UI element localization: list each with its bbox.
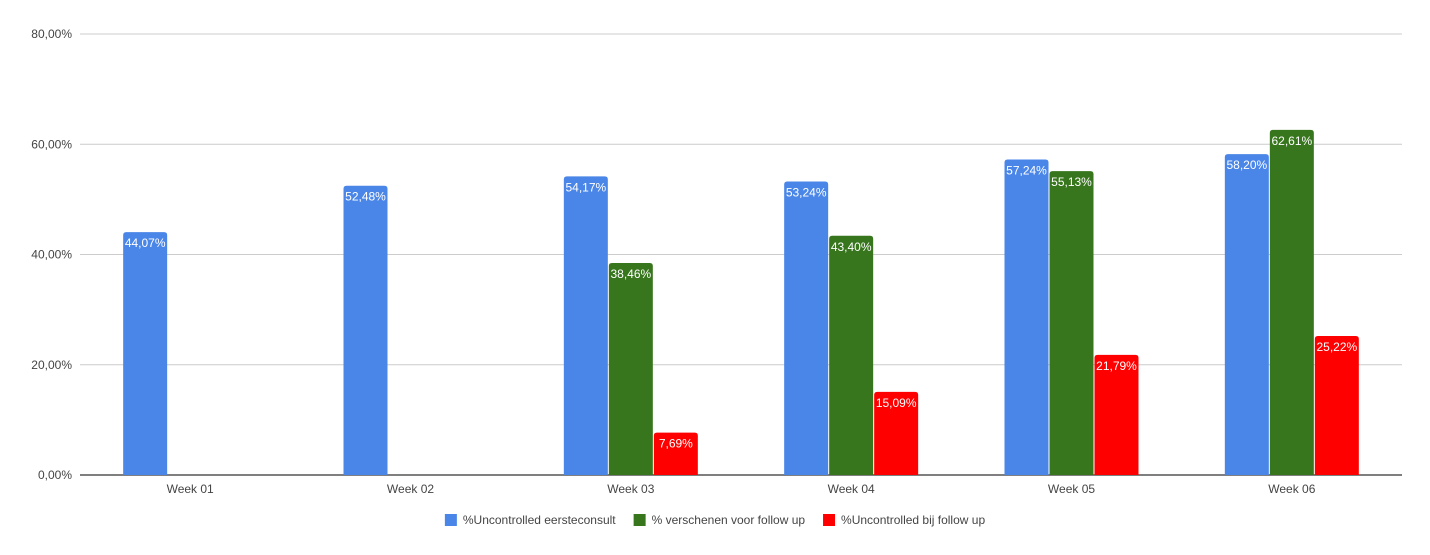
bar <box>1004 159 1049 476</box>
legend-item: %Uncontrolled bij follow up <box>823 513 985 527</box>
bar <box>563 176 608 475</box>
bar <box>784 181 829 475</box>
bar <box>1049 171 1094 475</box>
x-tick-label: Week 04 <box>828 482 875 496</box>
x-tick-label: Week 05 <box>1048 482 1095 496</box>
x-axis-ticks: Week 01 Week 02 Week 03 Week 04 Week 05 Week … <box>167 482 1316 496</box>
x-tick-label: Week 01 <box>167 482 214 496</box>
data-label: 55,13% <box>1051 175 1092 189</box>
data-label: 57,24% <box>1006 163 1047 177</box>
x-tick-label: Week 02 <box>387 482 434 496</box>
data-labels: 44,07% 52,48% 54,17% 38,46% 7,69% 53,24% 43,40… <box>125 134 1358 451</box>
legend-label: % verschenen voor follow up <box>652 513 806 527</box>
legend-item: % verschenen voor follow up <box>633 513 806 527</box>
data-label: 58,20% <box>1226 158 1267 172</box>
x-tick-label: Week 03 <box>607 482 654 496</box>
bar <box>1314 335 1359 475</box>
y-tick-label: 0,00% <box>38 468 72 482</box>
data-label: 52,48% <box>345 190 386 204</box>
data-label: 21,79% <box>1096 359 1137 373</box>
bar <box>343 185 388 476</box>
data-label: 53,24% <box>786 186 827 200</box>
bar <box>1269 129 1314 476</box>
legend: %Uncontrolled eersteconsult % verschenen … <box>444 513 985 527</box>
bar <box>1094 354 1139 475</box>
y-axis-ticks: 0,00% 20,00% 40,00% 60,00% 80,00% <box>31 27 72 482</box>
legend-swatch <box>633 514 646 526</box>
legend-item: %Uncontrolled eersteconsult <box>444 513 616 527</box>
legend-label: %Uncontrolled bij follow up <box>841 513 985 527</box>
y-tick-label: 60,00% <box>31 137 72 151</box>
data-label: 38,46% <box>610 267 651 281</box>
bar <box>829 235 874 475</box>
data-label: 25,22% <box>1316 340 1357 354</box>
bars <box>123 129 1359 476</box>
data-label: 62,61% <box>1271 134 1312 148</box>
data-label: 7,69% <box>659 437 693 451</box>
data-label: 44,07% <box>125 236 166 250</box>
y-tick-label: 80,00% <box>31 27 72 41</box>
bar <box>874 391 919 475</box>
legend-label: %Uncontrolled eersteconsult <box>463 513 616 527</box>
gridlines <box>80 33 1402 476</box>
data-label: 43,40% <box>831 240 872 254</box>
legend-swatch <box>444 514 457 526</box>
legend-swatch <box>823 514 836 526</box>
data-label: 54,17% <box>565 180 606 194</box>
y-tick-label: 20,00% <box>31 358 72 372</box>
bar <box>653 432 698 475</box>
bar <box>608 262 653 475</box>
y-tick-label: 40,00% <box>31 248 72 262</box>
data-label: 15,09% <box>876 396 917 410</box>
x-tick-label: Week 06 <box>1268 482 1315 496</box>
bar <box>123 232 168 475</box>
bar <box>1224 154 1269 476</box>
